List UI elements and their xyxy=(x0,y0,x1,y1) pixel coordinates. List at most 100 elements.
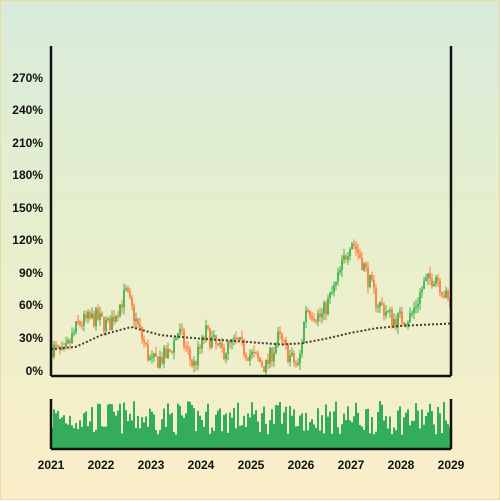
volume-bar xyxy=(163,408,165,449)
volume-bar xyxy=(135,427,137,449)
volume-bar xyxy=(257,421,259,449)
candle-body xyxy=(323,302,325,314)
volume-bar xyxy=(193,408,195,449)
volume-bar xyxy=(351,422,353,449)
candle-body xyxy=(251,352,253,355)
candle-body xyxy=(227,341,229,354)
candle-body xyxy=(347,256,349,260)
volume-bar xyxy=(283,412,285,449)
volume-bar xyxy=(317,408,319,449)
candle-body xyxy=(283,339,285,342)
candle-body xyxy=(343,255,345,260)
candle-body xyxy=(367,267,369,287)
volume-bar xyxy=(141,417,143,449)
candle-body xyxy=(243,339,245,355)
volume-bar xyxy=(349,420,351,449)
volume-bar xyxy=(139,428,141,449)
y-tick-label: 120% xyxy=(12,233,43,247)
candle-body xyxy=(301,342,303,354)
volume-bar xyxy=(209,433,211,449)
volume-bar xyxy=(175,434,177,449)
candle-body xyxy=(273,352,275,362)
volume-bar xyxy=(79,420,81,449)
volume-bar xyxy=(181,415,183,449)
candle-body xyxy=(167,349,169,359)
volume-bar xyxy=(393,427,395,449)
candle-body xyxy=(395,319,397,328)
volume-bar xyxy=(123,402,125,449)
candle-body xyxy=(185,346,187,349)
candle-body xyxy=(425,278,427,282)
candle-body xyxy=(101,313,103,317)
volume-bar xyxy=(291,415,293,449)
volume-bar xyxy=(229,412,231,449)
candle-body xyxy=(151,356,153,359)
candle-body xyxy=(173,340,175,353)
volume-bar xyxy=(195,431,197,449)
volume-bar xyxy=(67,424,69,449)
volume-bar xyxy=(237,402,239,449)
candle-body xyxy=(345,255,347,260)
volume-bar xyxy=(241,425,243,449)
volume-bar xyxy=(187,401,189,449)
candle-body xyxy=(313,319,315,321)
candle-body xyxy=(147,344,149,361)
volume-bar xyxy=(105,426,107,449)
candle-body xyxy=(429,273,431,279)
candle-body xyxy=(257,353,259,358)
volume-bar xyxy=(53,409,55,449)
volume-bar xyxy=(143,422,145,449)
volume-bar xyxy=(355,402,357,449)
candle-body xyxy=(115,316,117,322)
y-tick-label: 60% xyxy=(19,298,43,312)
candle-body xyxy=(295,362,297,365)
volume-bar xyxy=(57,410,59,449)
candle-body xyxy=(435,276,437,284)
volume-bar xyxy=(129,413,131,449)
volume-bar xyxy=(89,421,91,449)
volume-bar xyxy=(365,409,367,449)
volume-bar xyxy=(159,430,161,449)
volume-bar xyxy=(255,410,257,449)
candle-body xyxy=(117,316,119,318)
x-tick-label: 2027 xyxy=(338,458,365,472)
volume-bar xyxy=(387,428,389,449)
volume-bar xyxy=(249,417,251,449)
candle-body xyxy=(297,363,299,365)
candle-body xyxy=(281,334,283,340)
volume-bar xyxy=(179,405,181,449)
candle-body xyxy=(311,316,313,320)
volume-bar xyxy=(215,414,217,449)
candle-body xyxy=(387,310,389,313)
candle-body xyxy=(263,366,265,373)
x-tick-label: 2026 xyxy=(288,458,315,472)
y-tick-label: 240% xyxy=(12,103,43,117)
candle-body xyxy=(249,354,251,361)
volume-bar xyxy=(269,420,271,449)
x-tick-label: 2029 xyxy=(438,458,465,472)
candle-body xyxy=(191,359,193,366)
volume-bar xyxy=(429,403,431,449)
volume-bar xyxy=(153,414,155,449)
volume-bar xyxy=(227,432,229,449)
candle-body xyxy=(423,281,425,290)
candle-body xyxy=(241,337,243,340)
volume-bar xyxy=(305,412,307,449)
candle-body xyxy=(237,337,239,340)
volume-bar xyxy=(397,410,399,449)
volume-bar xyxy=(183,417,185,449)
volume-bar xyxy=(413,420,415,449)
candle-body xyxy=(91,313,93,319)
volume-bar xyxy=(211,427,213,449)
candle-body xyxy=(171,351,173,353)
volume-bar xyxy=(421,409,423,449)
candle-body xyxy=(95,308,97,327)
volume-bar xyxy=(447,424,449,449)
volume-bar xyxy=(411,420,413,449)
volume-bar xyxy=(61,417,63,449)
volume-bar xyxy=(435,434,437,449)
volume-bar xyxy=(425,416,427,449)
candle-body xyxy=(389,309,391,312)
candle-body xyxy=(373,279,375,289)
volume-bar xyxy=(275,404,277,449)
